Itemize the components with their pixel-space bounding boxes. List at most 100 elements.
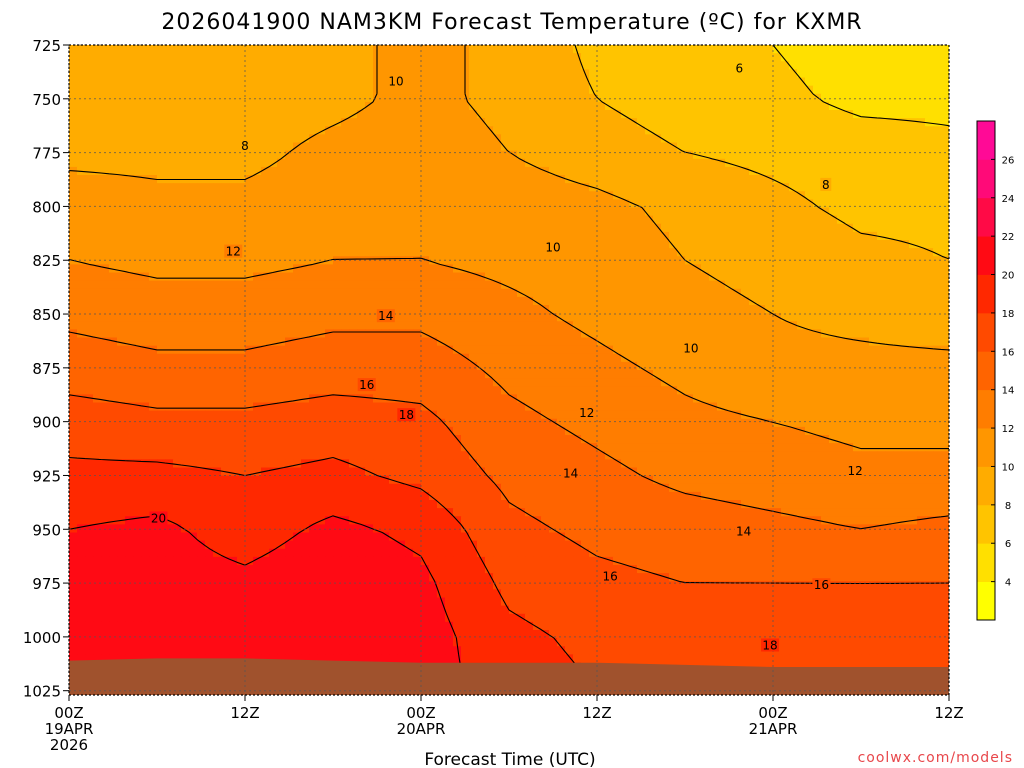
temperature-cell: [269, 150, 278, 160]
temperature-cell: [885, 101, 894, 111]
temperature-cell: [77, 248, 86, 257]
temperature-cell: [605, 337, 614, 347]
temperature-cell: [109, 53, 118, 62]
temperature-cell: [877, 118, 886, 127]
temperature-cell: [357, 402, 366, 412]
temperature-cell: [189, 370, 198, 379]
temperature-cell: [941, 321, 949, 330]
temperature-cell: [85, 321, 94, 330]
temperature-cell: [117, 386, 126, 395]
temperature-cell: [501, 223, 510, 233]
temperature-cell: [933, 199, 942, 209]
temperature-cell: [277, 378, 286, 387]
temperature-cell: [765, 126, 774, 135]
temperature-cell: [861, 175, 870, 184]
temperature-cell: [821, 313, 830, 322]
temperature-cell: [373, 150, 382, 160]
temperature-cell: [613, 53, 622, 62]
temperature-cell: [333, 110, 342, 119]
temperature-cell: [197, 378, 206, 387]
temperature-cell: [917, 248, 926, 257]
temperature-cell: [589, 93, 598, 103]
temperature-cell: [197, 231, 206, 241]
temperature-cell: [205, 370, 214, 379]
temperature-cell: [549, 288, 558, 298]
temperature-cell: [693, 386, 702, 395]
temperature-cell: [941, 150, 949, 160]
temperature-cell: [677, 142, 686, 152]
temperature-cell: [205, 183, 214, 192]
temperature-cell: [165, 215, 174, 225]
temperature-cell: [741, 223, 750, 233]
temperature-cell: [621, 207, 630, 217]
temperature-cell: [853, 402, 862, 412]
temperature-cell: [189, 101, 198, 111]
temperature-cell: [413, 370, 422, 379]
temperature-cell: [317, 288, 326, 298]
temperature-cell: [917, 361, 926, 371]
temperature-cell: [85, 231, 94, 241]
temperature-cell: [117, 370, 126, 379]
temperature-cell: [125, 370, 134, 379]
temperature-cell: [181, 93, 190, 103]
temperature-cell: [733, 329, 742, 339]
temperature-cell: [685, 199, 694, 209]
temperature-cell: [909, 101, 918, 111]
temperature-cell: [501, 345, 510, 355]
temperature-cell: [269, 231, 278, 241]
temperature-cell: [445, 329, 454, 339]
temperature-cell: [613, 378, 622, 387]
temperature-cell: [485, 166, 494, 176]
temperature-cell: [885, 158, 894, 168]
temperature-cell: [725, 61, 734, 70]
temperature-cell: [469, 264, 478, 274]
temperature-cell: [853, 45, 862, 54]
temperature-cell: [597, 329, 606, 339]
temperature-cell: [749, 394, 758, 404]
temperature-cell: [685, 305, 694, 314]
temperature-cell: [285, 321, 294, 330]
temperature-cell: [877, 85, 886, 95]
temperature-cell: [701, 150, 710, 160]
temperature-cell: [749, 126, 758, 135]
temperature-cell: [285, 394, 294, 404]
temperature-cell: [645, 191, 654, 200]
temperature-cell: [341, 118, 350, 127]
temperature-cell: [341, 329, 350, 339]
temperature-cell: [765, 321, 774, 330]
temperature-cell: [917, 77, 926, 87]
temperature-cell: [309, 118, 318, 127]
temperature-cell: [485, 386, 494, 395]
temperature-cell: [493, 329, 502, 339]
temperature-cell: [381, 240, 390, 249]
temperature-cell: [685, 321, 694, 330]
temperature-cell: [197, 118, 206, 127]
temperature-cell: [677, 272, 686, 282]
temperature-cell: [181, 288, 190, 298]
temperature-cell: [557, 329, 566, 339]
temperature-cell: [205, 158, 214, 168]
temperature-cell: [509, 183, 518, 192]
temperature-cell: [413, 199, 422, 209]
temperature-cell: [229, 61, 238, 70]
temperature-cell: [941, 199, 949, 209]
temperature-cell: [477, 118, 486, 127]
temperature-cell: [933, 248, 942, 257]
temperature-cell: [277, 394, 286, 404]
temperature-cell: [269, 305, 278, 314]
temperature-cell: [853, 305, 862, 314]
temperature-cell: [333, 240, 342, 249]
temperature-cell: [485, 183, 494, 192]
temperature-cell: [525, 280, 534, 290]
temperature-cell: [709, 288, 718, 298]
temperature-cell: [317, 45, 326, 54]
temperature-cell: [525, 321, 534, 330]
temperature-cell: [877, 353, 886, 363]
temperature-cell: [589, 53, 598, 62]
temperature-cell: [293, 410, 302, 420]
temperature-cell: [221, 410, 230, 420]
temperature-cell: [797, 45, 806, 54]
temperature-cell: [677, 288, 686, 298]
temperature-cell: [293, 118, 302, 127]
temperature-cell: [805, 386, 814, 395]
